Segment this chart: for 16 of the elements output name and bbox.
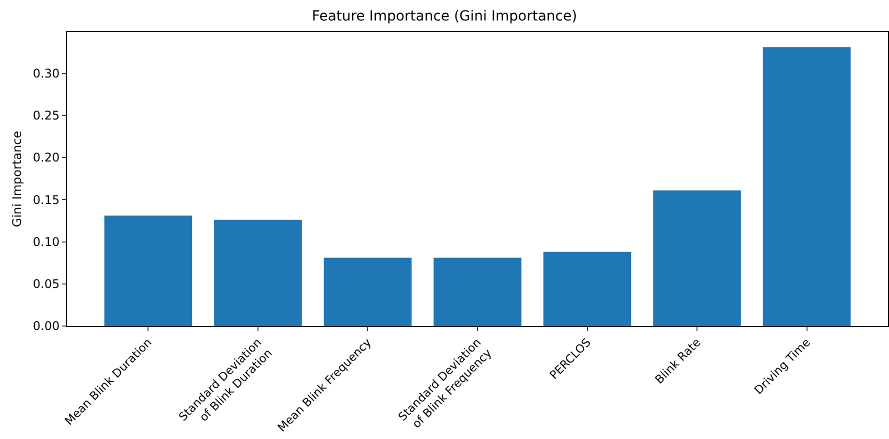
y-axis-title: Gini Importance	[10, 130, 24, 228]
y-tick-label: 0.00	[32, 319, 60, 334]
bar	[324, 258, 412, 326]
bar	[434, 258, 522, 326]
bar	[543, 252, 632, 326]
y-tick-label: 0.10	[32, 234, 60, 249]
y-tick-label: 0.30	[32, 66, 60, 80]
y-tick-label: 0.25	[32, 108, 60, 123]
y-tick-label: 0.05	[32, 277, 60, 292]
bar	[214, 220, 302, 326]
bar	[762, 47, 851, 326]
chart-title: Feature Importance (Gini Importance)	[312, 8, 578, 24]
y-tick-label: 0.20	[32, 150, 60, 165]
bar	[104, 216, 192, 326]
bar	[653, 190, 741, 326]
y-tick-label: 0.15	[32, 192, 60, 207]
